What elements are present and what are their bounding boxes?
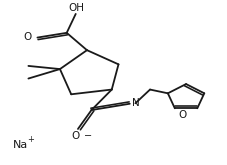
Text: N: N [131, 98, 139, 108]
Text: +: + [27, 135, 34, 145]
Text: O: O [23, 32, 32, 42]
Text: O: O [71, 131, 79, 141]
Text: OH: OH [68, 3, 84, 13]
Text: Na: Na [12, 140, 28, 150]
Text: −: − [83, 131, 91, 141]
Text: O: O [178, 110, 186, 120]
